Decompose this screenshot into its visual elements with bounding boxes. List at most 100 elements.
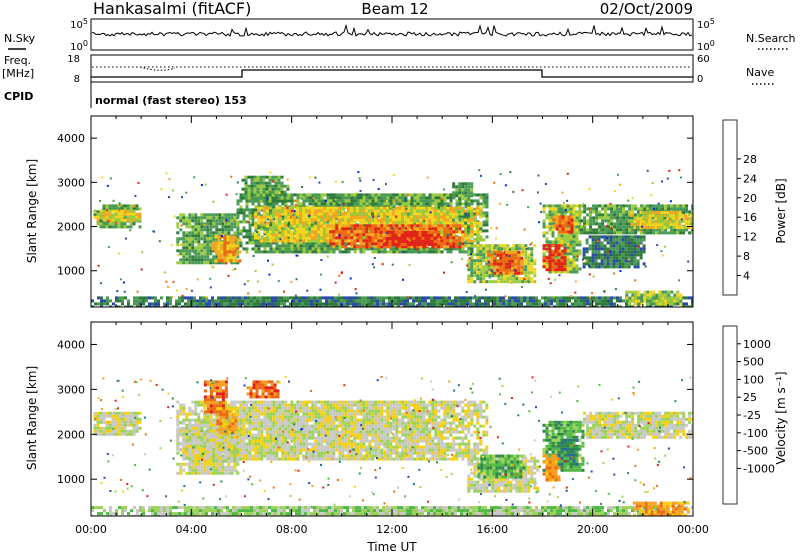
data-cell (610, 210, 614, 214)
data-cell (395, 199, 399, 203)
data-cell (317, 206, 320, 210)
data-cell (299, 241, 303, 245)
data-cell (266, 239, 269, 243)
data-cell (545, 247, 549, 251)
data-cell (467, 241, 471, 245)
data-cell (102, 222, 106, 226)
data-cell (374, 218, 377, 222)
data-cell (310, 302, 313, 306)
data-cell (467, 229, 471, 233)
data-cell (232, 253, 236, 257)
data-cell (422, 215, 425, 219)
data-cell (307, 299, 310, 303)
data-cell (341, 250, 345, 254)
data-cell (479, 193, 483, 197)
data-cell (202, 296, 205, 300)
data-cell (407, 202, 411, 206)
data-cell (610, 204, 614, 208)
data-cell (560, 253, 564, 257)
data-cell (268, 184, 272, 188)
data-cell (407, 209, 410, 213)
data-cell (636, 262, 640, 266)
data-cell (200, 213, 204, 217)
data-cell (380, 193, 384, 197)
data-cell (624, 256, 628, 260)
data-cell (625, 216, 629, 220)
data-cell (655, 228, 659, 232)
data-cell (542, 261, 546, 265)
data-cell (283, 184, 287, 188)
data-cell (500, 247, 504, 251)
data-cell (633, 244, 637, 248)
data-cell (437, 196, 441, 200)
data-cell (416, 250, 420, 254)
data-cell (383, 206, 386, 210)
data-cell (281, 233, 284, 237)
data-cell (271, 190, 275, 194)
data-cell (221, 222, 225, 226)
data-cell (206, 240, 210, 244)
data-cell (362, 245, 366, 249)
data-cell (301, 296, 304, 300)
data-cell (473, 211, 477, 215)
data-cell (108, 215, 112, 219)
data-cell (102, 204, 106, 208)
data-cell (332, 230, 336, 234)
data-cell (515, 277, 519, 281)
data-cell (583, 204, 587, 208)
data-cell (289, 302, 292, 306)
data-cell (473, 265, 477, 269)
data-cell (268, 196, 272, 200)
data-cell (566, 252, 570, 256)
data-cell (433, 243, 437, 246)
data-cell (274, 296, 277, 300)
data-cell (657, 217, 661, 221)
data-cell (335, 236, 339, 240)
data-cell (437, 199, 441, 203)
data-cell (461, 191, 465, 195)
data-cell (401, 224, 405, 228)
data-cell (464, 209, 467, 213)
data-cell (418, 243, 422, 246)
nsky-label: N.Sky (4, 32, 36, 45)
data-cell (105, 222, 109, 226)
data-cell (476, 277, 480, 281)
data-cell (618, 241, 622, 245)
data-cell (514, 259, 518, 263)
data-cell (247, 190, 251, 194)
data-cell (612, 265, 616, 269)
data-cell (302, 250, 306, 254)
data-cell (533, 274, 537, 278)
data-cell (386, 233, 390, 237)
data-cell (132, 207, 136, 211)
data-cell (247, 187, 251, 191)
data-cell (236, 199, 240, 203)
data-cell (569, 237, 573, 241)
data-cell (470, 239, 473, 243)
data-cell (220, 296, 223, 300)
data-cell (185, 216, 189, 220)
data-cell (206, 219, 210, 223)
data-cell (308, 206, 311, 210)
data-cell (434, 209, 437, 213)
data-cell (353, 196, 357, 200)
data-cell (583, 231, 587, 235)
data-cell (248, 229, 252, 233)
data-cell (588, 247, 592, 251)
data-cell (253, 175, 257, 179)
data-cell (380, 245, 384, 249)
data-cell (606, 262, 610, 266)
data-cell (353, 212, 356, 216)
data-cell (250, 178, 254, 182)
data-cell (419, 206, 422, 210)
data-cell (194, 258, 198, 262)
data-cell (254, 221, 257, 225)
data-cell (341, 236, 345, 240)
data-cell (194, 261, 198, 265)
data-cell (338, 247, 342, 251)
data-cell (508, 259, 512, 263)
data-cell (598, 204, 602, 208)
data-cell (397, 231, 401, 234)
data-cell (615, 265, 619, 269)
data-cell (666, 217, 670, 221)
